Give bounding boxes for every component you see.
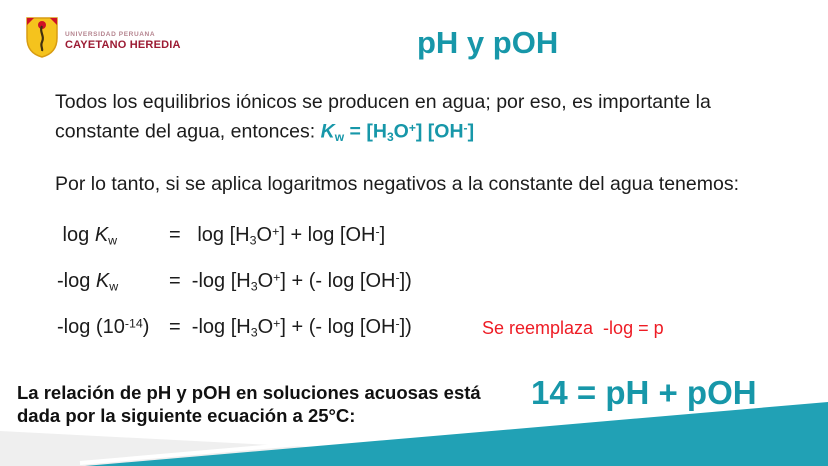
equation-rhs: = -log [H3O+] + (- log [OH-]) xyxy=(169,270,412,294)
teal-wedge-shape xyxy=(85,402,828,466)
equation-lhs: -log Kw xyxy=(57,270,119,294)
equation-rhs: = log [H3O+] + log [OH-] xyxy=(169,224,386,248)
university-shield-icon xyxy=(26,17,58,58)
equation-lhs: log Kw xyxy=(57,224,118,248)
slide-title: pH y pOH xyxy=(417,25,559,60)
equation-row-neg-log-kw: -log Kw = -log [H3O+] + (- log [OH-]) xyxy=(57,270,412,296)
white-divider-line xyxy=(79,396,828,465)
footer-statement: La relación de pH y pOH en soluciones ac… xyxy=(17,382,481,426)
logo-text: UNIVERSIDAD PERUANA CAYETANO HEREDIA xyxy=(65,23,181,51)
bottom-wedge-decoration xyxy=(0,396,828,466)
equation-rhs: = -log [H3O+] + (- log [OH-]) xyxy=(169,316,412,340)
transition-paragraph: Por lo tanto, si se aplica logaritmos ne… xyxy=(55,173,739,195)
equation-block: log Kw = log [H3O+] + log [OH-] -log Kw … xyxy=(57,224,412,362)
equation-lhs: -log (10-14) xyxy=(57,316,155,338)
replacement-note: Se reemplaza -log = p xyxy=(482,318,664,338)
logo-university-line: UNIVERSIDAD PERUANA xyxy=(65,31,156,38)
intro-paragraph: Todos los equilibrios iónicos se produce… xyxy=(55,91,711,144)
ph-poh-equation: 14 = pH + pOH xyxy=(531,374,757,411)
logo-name-line: CAYETANO HEREDIA xyxy=(65,39,181,51)
university-logo: UNIVERSIDAD PERUANA CAYETANO HEREDIA xyxy=(25,16,181,58)
equation-row-neg-log-10-14: -log (10-14) = -log [H3O+] + (- log [OH-… xyxy=(57,316,412,342)
equation-row-log-kw: log Kw = log [H3O+] + log [OH-] xyxy=(57,224,412,250)
